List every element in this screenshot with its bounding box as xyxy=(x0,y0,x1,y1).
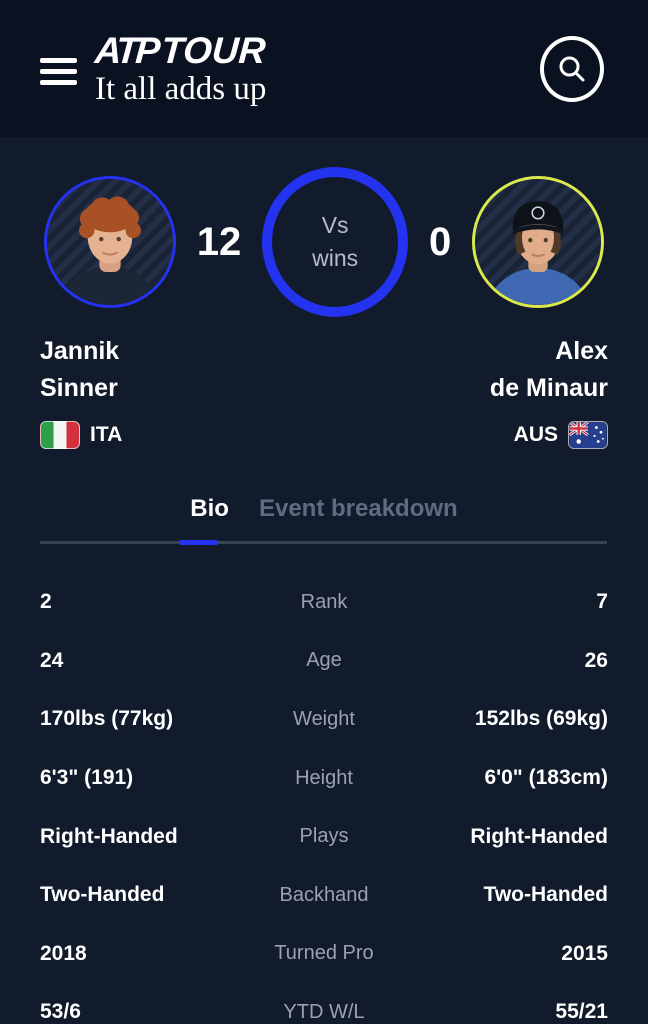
stat-value-right: Two-Handed xyxy=(483,883,608,907)
logo-tagline: It all adds up xyxy=(95,70,267,107)
search-button[interactable] xyxy=(540,35,604,102)
last-name: Sinner xyxy=(40,374,118,402)
italy-flag-icon xyxy=(40,421,80,449)
country-left: ITA xyxy=(40,421,122,449)
stat-row-turned-pro: 2018 Turned Pro 2015 xyxy=(0,925,648,984)
vs-label: Vs xyxy=(321,211,349,238)
menu-button[interactable] xyxy=(40,58,77,85)
logo-wordmark: ATP TOUR xyxy=(93,29,268,71)
stat-value-right: 55/21 xyxy=(555,1000,608,1024)
atp-tour-logo[interactable]: ATP TOUR It all adds up xyxy=(93,29,268,107)
stat-row-age: 24 Age 26 xyxy=(0,632,648,691)
head-to-head-section: 12 Vs wins 0 xyxy=(0,137,648,449)
player-name-de-minaur[interactable]: Alex de Minaur xyxy=(490,333,608,407)
tab-bar: Bio Event breakdown xyxy=(0,495,648,545)
stat-row-ytd-w-l: 53/6 YTD W/L 55/21 xyxy=(0,983,648,1024)
stat-value-left: 2 xyxy=(40,590,52,614)
first-name: Alex xyxy=(555,337,608,365)
stat-row-weight: 170lbs (77kg) Weight 152lbs (69kg) xyxy=(0,690,648,749)
stat-row-plays: Right-Handed Plays Right-Handed xyxy=(0,807,648,866)
vs-wins-badge: Vs wins xyxy=(262,167,409,317)
h2h-row: 12 Vs wins 0 xyxy=(0,167,648,317)
stat-row-backhand: Two-Handed Backhand Two-Handed xyxy=(0,866,648,925)
stat-value-left: Right-Handed xyxy=(40,824,178,848)
stat-value-left: 6'3" (191) xyxy=(40,766,134,790)
last-name: de Minaur xyxy=(489,374,608,402)
wins-label: wins xyxy=(312,245,359,271)
logo-atp-text: ATP xyxy=(93,29,159,71)
tab-underline-track xyxy=(40,540,607,545)
stat-value-right: 152lbs (69kg) xyxy=(474,707,608,731)
country-code-right: AUS xyxy=(513,423,558,446)
tabs-group: Bio Event breakdown xyxy=(0,495,648,523)
player-names-row: Jannik Sinner Alex de Minaur xyxy=(0,333,648,407)
stat-label: YTD W/L xyxy=(283,1000,365,1023)
stat-value-right: 6'0" (183cm) xyxy=(484,766,608,790)
stat-value-left: 24 xyxy=(40,648,64,672)
stat-value-left: 53/6 xyxy=(40,1000,81,1024)
stat-row-rank: 2 Rank 7 xyxy=(0,573,648,632)
active-tab-indicator xyxy=(179,540,218,545)
stat-label: Turned Pro xyxy=(274,942,374,965)
search-icon xyxy=(559,56,585,81)
tab-bio[interactable]: Bio xyxy=(190,495,229,522)
stat-row-height: 6'3" (191) Height 6'0" (183cm) xyxy=(0,749,648,808)
de-minaur-portrait xyxy=(475,179,601,305)
first-name: Jannik xyxy=(40,337,120,365)
stat-label: Age xyxy=(306,649,342,672)
player-avatar-de-minaur[interactable] xyxy=(472,176,604,308)
bio-stats-table: 2 Rank 7 24 Age 26 170lbs (77kg) Weight 152lbs (… xyxy=(0,573,648,1024)
stat-value-left: 170lbs (77kg) xyxy=(40,707,174,731)
hamburger-icon xyxy=(40,58,77,85)
stat-label: Backhand xyxy=(279,883,369,906)
app-header: ATP TOUR It all adds up xyxy=(0,0,648,137)
country-code-left: ITA xyxy=(90,423,123,446)
sinner-portrait xyxy=(47,179,173,305)
player-avatar-sinner[interactable] xyxy=(44,176,176,308)
stat-value-left: Two-Handed xyxy=(40,883,165,907)
stat-label: Weight xyxy=(293,707,355,730)
stat-label: Height xyxy=(295,766,353,789)
logo-tour-text: TOUR xyxy=(159,29,267,71)
stat-value-right: 2015 xyxy=(561,941,608,965)
stat-value-right: Right-Handed xyxy=(470,824,608,848)
stat-value-left: 2018 xyxy=(40,941,87,965)
player-name-sinner[interactable]: Jannik Sinner xyxy=(40,333,119,407)
player-flags-row: ITA AUS xyxy=(0,421,648,449)
left-wins-count: 12 xyxy=(196,219,242,264)
right-wins-count: 0 xyxy=(428,219,452,264)
stat-label: Plays xyxy=(299,825,349,848)
stat-value-right: 7 xyxy=(596,590,608,614)
tab-event-breakdown[interactable]: Event breakdown xyxy=(258,495,458,522)
australia-flag-icon xyxy=(568,421,608,449)
country-right: AUS xyxy=(514,421,608,449)
stat-value-right: 26 xyxy=(584,648,608,672)
stat-label: Rank xyxy=(300,590,348,613)
